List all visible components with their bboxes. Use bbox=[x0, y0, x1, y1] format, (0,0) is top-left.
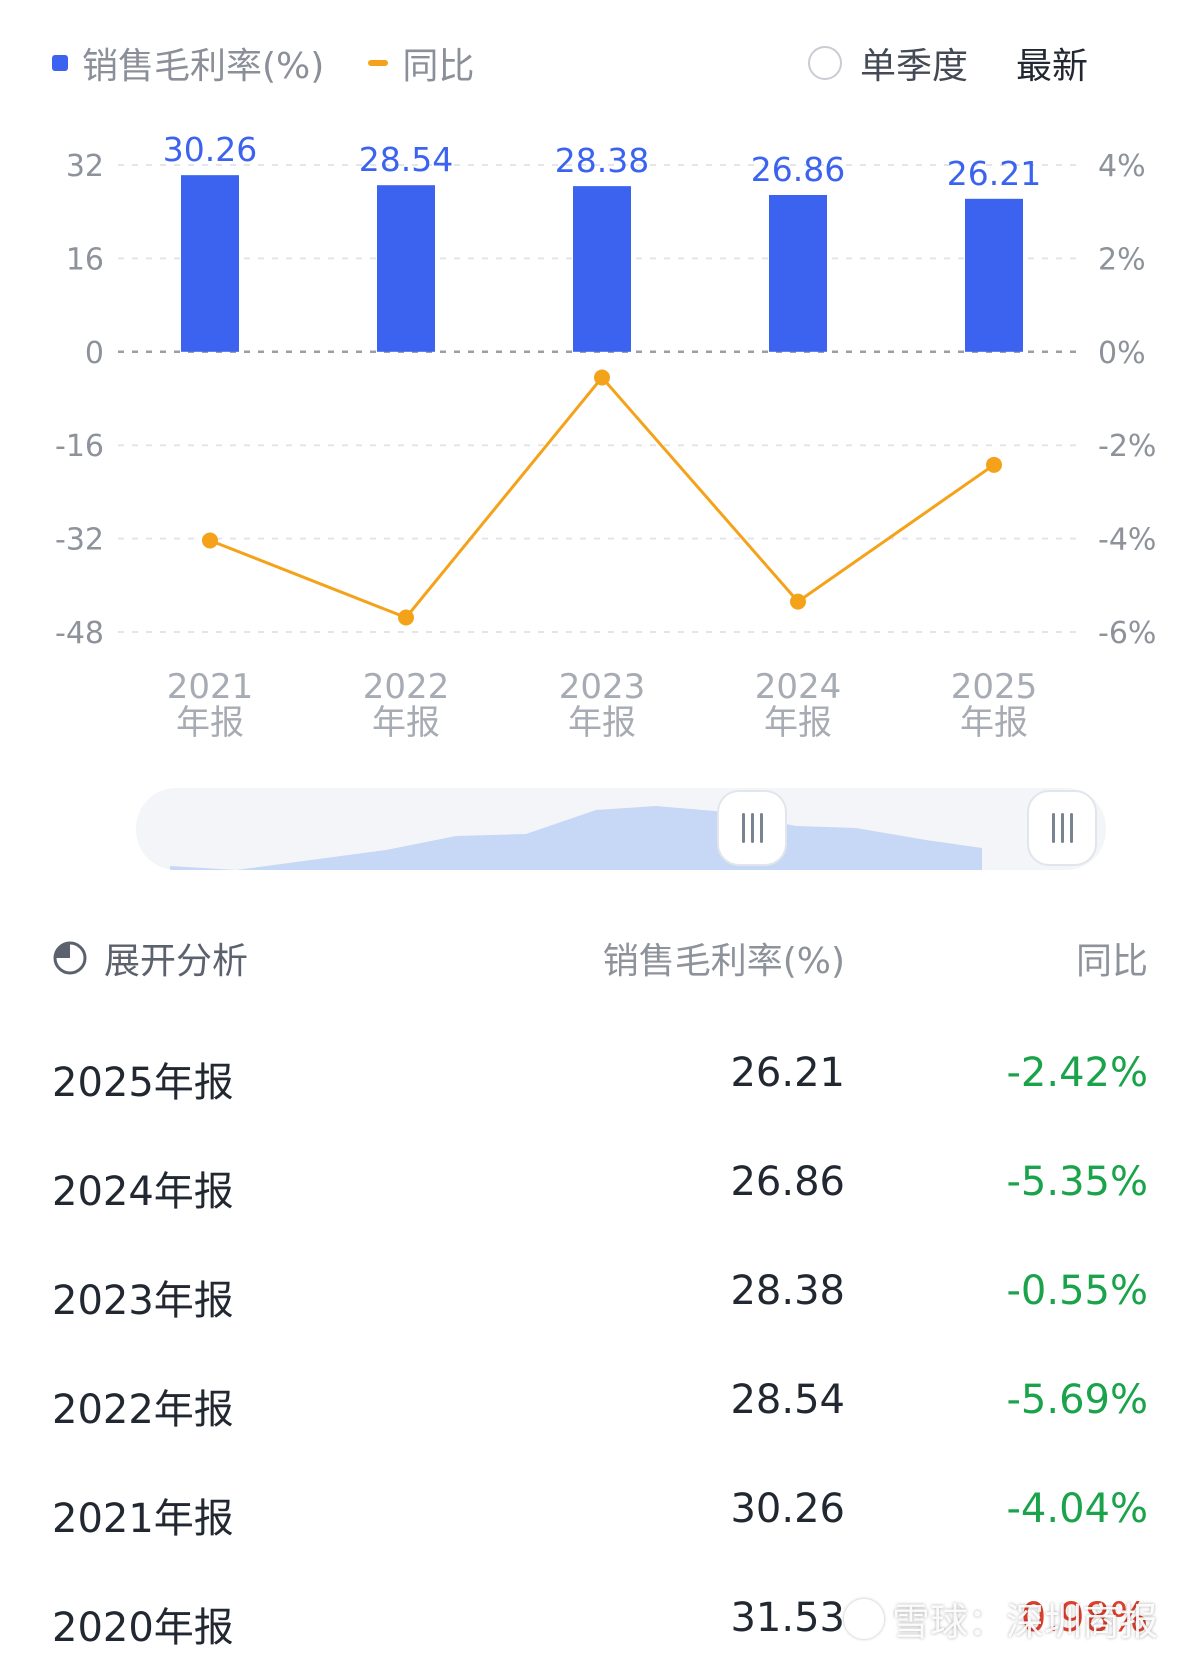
left-tick-label: -48 bbox=[55, 616, 104, 651]
x-axis: 2021 年报 2022 年报 2023 年报 2024 年报 2025 年报 bbox=[167, 667, 1038, 743]
right-tick-label: -6% bbox=[1098, 616, 1156, 651]
chart-legend: 销售毛利率(%) 同比 bbox=[52, 38, 474, 88]
period-cell: 2020年报 bbox=[52, 1605, 234, 1651]
yoy-point bbox=[398, 609, 414, 626]
left-tick-label: -32 bbox=[55, 523, 104, 558]
bar-legend-swatch bbox=[52, 55, 68, 71]
left-tick-label: -16 bbox=[55, 429, 104, 464]
left-tick-label: 16 bbox=[66, 242, 104, 277]
header-controls: 单季度 最新 bbox=[807, 36, 1088, 90]
bar-value-labels: 30.26 28.54 28.38 26.86 26.21 bbox=[163, 130, 1041, 193]
line-legend-label: 同比 bbox=[402, 46, 475, 87]
table-row: 2021年报 30.26 -4.04% bbox=[52, 1476, 1148, 1556]
x-tick-label: 2021 年报 bbox=[167, 667, 254, 743]
right-tick-label: -2% bbox=[1098, 429, 1156, 464]
yoy-point bbox=[790, 593, 806, 610]
table-row: 2024年报 26.86 -5.35% bbox=[52, 1149, 1148, 1229]
period-cell: 2021年报 bbox=[52, 1496, 234, 1542]
quarter-toggle-label[interactable]: 单季度 bbox=[859, 46, 968, 87]
bar-value-label: 28.54 bbox=[359, 140, 453, 179]
range-slider-preview bbox=[170, 806, 982, 870]
left-tick-label: 0 bbox=[85, 336, 104, 371]
range-slider-left-handle[interactable] bbox=[717, 790, 787, 866]
watermark-text: 雪球：深圳商报 bbox=[891, 1600, 1158, 1644]
value-cell: 26.21 bbox=[730, 1050, 845, 1096]
expand-analysis-label: 展开分析 bbox=[104, 941, 249, 982]
right-tick-label: -4% bbox=[1098, 523, 1156, 558]
x-tick-label: 2022 年报 bbox=[363, 667, 450, 743]
bar-value-label: 28.38 bbox=[555, 141, 649, 180]
right-tick-label: 2% bbox=[1098, 242, 1146, 277]
period-cell: 2023年报 bbox=[52, 1278, 234, 1324]
value-cell: 30.26 bbox=[730, 1486, 845, 1532]
quarter-radio[interactable] bbox=[807, 46, 842, 80]
value-cell: 28.54 bbox=[730, 1377, 845, 1423]
left-tick-label: 32 bbox=[66, 149, 104, 184]
yoy-cell: -4.04% bbox=[1006, 1486, 1148, 1532]
yoy-column-header: 同比 bbox=[1075, 941, 1148, 982]
right-tick-label: 0% bbox=[1098, 336, 1146, 371]
pie-chart-icon bbox=[53, 941, 87, 975]
x-tick-label: 2025 年报 bbox=[951, 667, 1038, 743]
yoy-cell: -5.69% bbox=[1006, 1377, 1148, 1423]
right-axis: 4% 2% 0% -2% -4% -6% bbox=[1098, 149, 1156, 651]
bar-legend-label: 销售毛利率(%) bbox=[82, 46, 325, 87]
range-slider-right-handle[interactable] bbox=[1027, 790, 1097, 866]
right-tick-label: 4% bbox=[1098, 149, 1146, 184]
snowball-logo-icon bbox=[843, 1598, 884, 1639]
bar-series bbox=[181, 175, 1023, 352]
table-row: 2025年报 26.21 -2.42% bbox=[52, 1040, 1148, 1120]
x-tick-label: 2024 年报 bbox=[755, 667, 842, 743]
bar bbox=[573, 186, 631, 352]
bar bbox=[377, 185, 435, 352]
watermark: 雪球：深圳商报 bbox=[843, 1591, 1158, 1646]
x-tick-label: 2023 年报 bbox=[559, 667, 646, 743]
yoy-cell: -5.35% bbox=[1006, 1159, 1148, 1205]
period-cell: 2022年报 bbox=[52, 1387, 234, 1433]
yoy-line-series bbox=[202, 369, 1002, 626]
period-cell: 2025年报 bbox=[52, 1060, 234, 1106]
yoy-cell: -2.42% bbox=[1006, 1050, 1148, 1096]
line-legend-swatch bbox=[368, 60, 389, 66]
gross-margin-chart: 32 16 0 -16 -32 -48 4% 2% 0% -2% -4% -6% 30.26 28.5… bbox=[55, 130, 1156, 743]
metric-column-header: 销售毛利率(%) bbox=[602, 941, 845, 982]
bar-value-label: 26.86 bbox=[751, 150, 845, 189]
yoy-cell: -0.55% bbox=[1006, 1268, 1148, 1314]
period-cell: 2024年报 bbox=[52, 1169, 234, 1215]
yoy-cell: 0.98% bbox=[1020, 1595, 1148, 1641]
table-row: 2022年报 28.54 -5.69% bbox=[52, 1367, 1148, 1447]
yoy-point bbox=[202, 532, 218, 549]
bar bbox=[181, 175, 239, 352]
bar-value-label: 26.21 bbox=[947, 154, 1041, 193]
bar-value-label: 30.26 bbox=[163, 130, 257, 169]
table-row: 2020年报 31.53 0.98% bbox=[52, 1585, 1148, 1665]
expand-analysis-button[interactable]: 展开分析 bbox=[52, 932, 248, 984]
range-slider-track[interactable] bbox=[136, 788, 1106, 870]
bar bbox=[769, 195, 827, 352]
yoy-point bbox=[986, 456, 1002, 473]
table-header: 展开分析 销售毛利率(%) 同比 bbox=[52, 930, 1148, 986]
bar bbox=[965, 198, 1023, 352]
table-row: 2023年报 28.38 -0.55% bbox=[52, 1258, 1148, 1338]
value-cell: 26.86 bbox=[730, 1159, 845, 1205]
left-axis: 32 16 0 -16 -32 -48 bbox=[55, 149, 104, 651]
latest-button[interactable]: 最新 bbox=[1015, 46, 1088, 87]
yoy-line bbox=[209, 375, 995, 620]
value-cell: 28.38 bbox=[730, 1268, 845, 1314]
value-cell: 31.53 bbox=[730, 1595, 845, 1641]
yoy-point bbox=[594, 369, 610, 386]
